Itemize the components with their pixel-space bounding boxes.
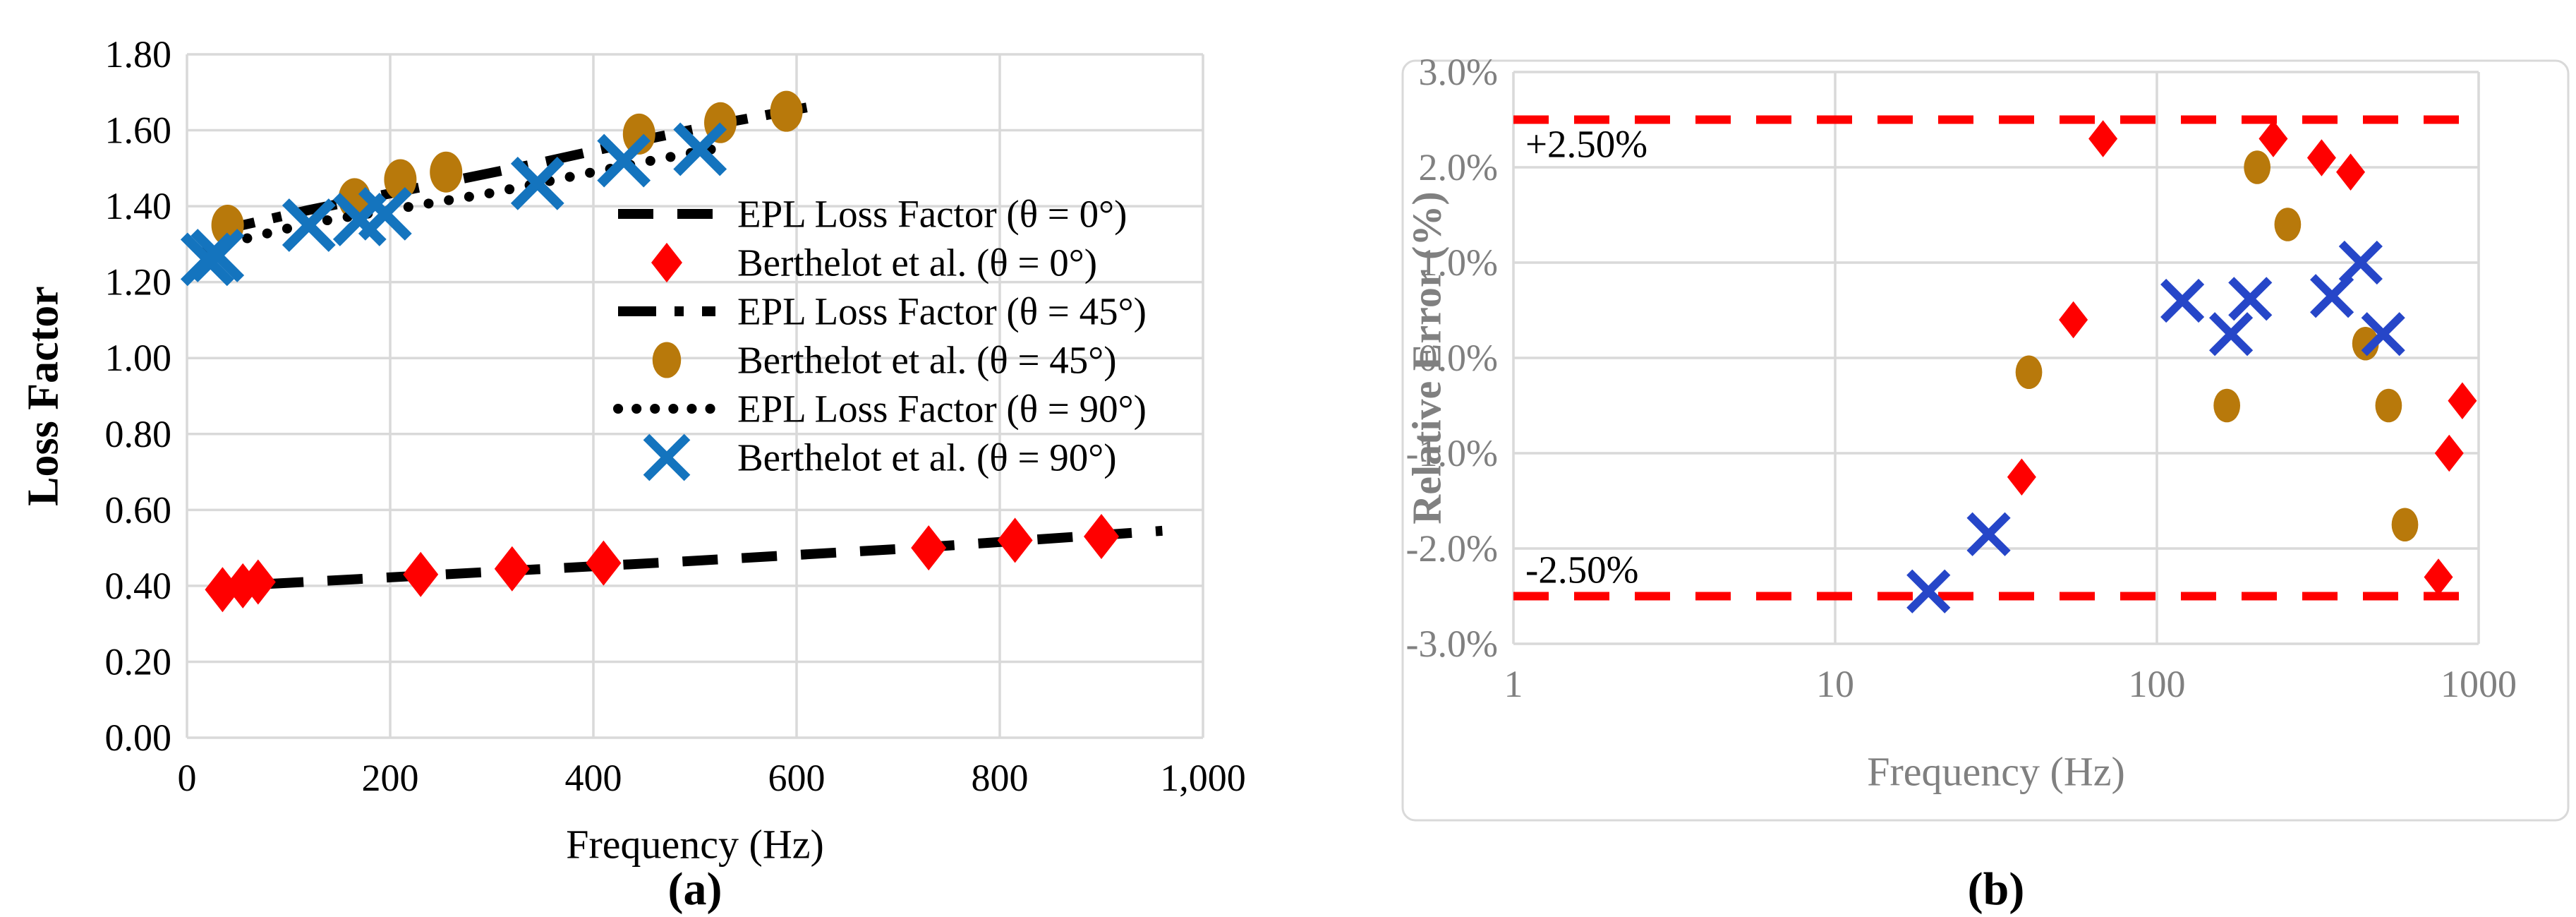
y-tick-label: -1.0% <box>1406 432 1498 474</box>
chart-a: 0.00 0.20 0.40 0.60 0.80 1.00 1.20 1.40 1.60 1.80… <box>105 33 1246 799</box>
chart-a-x-axis-title: Frequency (Hz) <box>566 821 824 868</box>
x-tick-label: 1,000 <box>1160 757 1246 799</box>
chart-b-border <box>1401 59 2570 822</box>
marker-diamond <box>1084 513 1119 559</box>
x-tick-label: 400 <box>565 757 622 799</box>
marker-x <box>2209 312 2254 356</box>
y-tick-label: 0.40 <box>105 565 172 607</box>
legend-label: Berthelot et al. (θ = 90°) <box>737 436 1117 479</box>
y-tick-label: 0.20 <box>105 640 172 683</box>
marker-circle <box>2391 508 2419 542</box>
y-tick-label: 0.00 <box>105 717 172 759</box>
marker-diamond <box>403 551 439 597</box>
chart-b-x-axis-title: Frequency (Hz) <box>1867 748 2125 795</box>
marker-x <box>282 198 336 252</box>
marker-x <box>2160 278 2205 323</box>
marker-circle <box>652 342 682 378</box>
marker-circle <box>2015 355 2043 390</box>
marker-x <box>597 133 651 188</box>
marker-diamond <box>2448 382 2477 419</box>
marker-diamond <box>2007 458 2036 496</box>
legend-label: EPL Loss Factor (θ = 90°) <box>737 388 1147 431</box>
series-line <box>202 141 736 253</box>
y-tick-label: 0.0% <box>1419 337 1498 379</box>
y-tick-label: 1.0% <box>1419 241 1498 284</box>
y-tick-label: 2.0% <box>1419 146 1498 188</box>
marker-x <box>1906 569 1951 613</box>
marker-circle <box>770 90 803 132</box>
marker-diamond <box>2258 120 2288 157</box>
marker-x <box>2338 240 2383 285</box>
marker-circle <box>430 151 463 193</box>
marker-x <box>2228 277 2273 321</box>
marker-circle <box>2274 208 2302 241</box>
ref-line-label-minus-2-50: -2.50% <box>1525 548 1639 592</box>
chart-b: 3.0% 2.0% 1.0% 0.0% -1.0% -2.0% -3.0%1 10 100 100… <box>1406 51 2517 705</box>
marker-diamond <box>586 540 622 586</box>
marker-diamond <box>494 546 530 592</box>
legend: EPL Loss Factor (θ = 0°) Berthelot et al.… <box>613 193 1147 481</box>
marker-diamond <box>240 559 276 605</box>
x-tick-label: 10 <box>1816 663 1854 705</box>
marker-x <box>358 186 412 241</box>
chart-b-y-axis-title: Relative Error (%) <box>1403 191 1450 525</box>
legend-label: Berthelot et al. (θ = 45°) <box>737 339 1117 382</box>
marker-x <box>673 122 727 176</box>
legend-label: EPL Loss Factor (θ = 0°) <box>737 193 1127 236</box>
x-tick-label: 0 <box>178 757 197 799</box>
marker-diamond <box>2088 120 2118 157</box>
x-tick-label: 1 <box>1504 663 1523 705</box>
legend-label: EPL Loss Factor (θ = 45°) <box>737 290 1147 333</box>
caption-a: (a) <box>667 863 722 915</box>
y-tick-label: 1.20 <box>105 261 172 304</box>
y-tick-label: -3.0% <box>1406 623 1498 665</box>
y-tick-label: 0.80 <box>105 413 172 455</box>
marker-x <box>2361 312 2405 356</box>
marker-diamond <box>911 525 947 571</box>
marker-x <box>191 229 245 282</box>
marker-circle <box>2352 326 2379 361</box>
x-tick-label: 100 <box>2129 663 2186 705</box>
marker-circle <box>2375 388 2402 423</box>
marker-diamond <box>651 242 682 283</box>
y-tick-label: 1.80 <box>105 33 172 76</box>
marker-diamond <box>2336 153 2366 191</box>
marker-x <box>643 433 691 481</box>
marker-x <box>2310 274 2354 318</box>
marker-diamond <box>2424 558 2453 596</box>
ref-line-label-plus-2-50: +2.50% <box>1525 122 1648 166</box>
x-tick-label: 800 <box>972 757 1029 799</box>
x-tick-label: 600 <box>768 757 826 799</box>
y-tick-label: -2.0% <box>1406 527 1498 570</box>
marker-diamond <box>2306 139 2336 176</box>
chart-a-y-axis-title: Loss Factor <box>19 286 68 506</box>
x-tick-label: 200 <box>362 757 419 799</box>
marker-diamond <box>997 517 1033 563</box>
marker-x <box>1966 512 2011 556</box>
y-tick-label: 1.40 <box>105 185 172 227</box>
y-tick-label: 3.0% <box>1419 51 1498 93</box>
marker-circle <box>2213 388 2241 423</box>
marker-circle <box>2244 150 2271 184</box>
legend-label: Berthelot et al. (θ = 0°) <box>737 241 1097 284</box>
marker-circle <box>384 159 417 200</box>
x-tick-label: 1000 <box>2441 663 2517 705</box>
marker-diamond <box>2059 301 2088 339</box>
marker-circle <box>622 113 655 155</box>
marker-diamond <box>2434 434 2464 472</box>
y-tick-label: 1.00 <box>105 337 172 379</box>
caption-b: (b) <box>1967 863 2025 915</box>
y-tick-label: 1.60 <box>105 109 172 152</box>
marker-x <box>510 156 564 210</box>
y-tick-label: 0.60 <box>105 489 172 531</box>
